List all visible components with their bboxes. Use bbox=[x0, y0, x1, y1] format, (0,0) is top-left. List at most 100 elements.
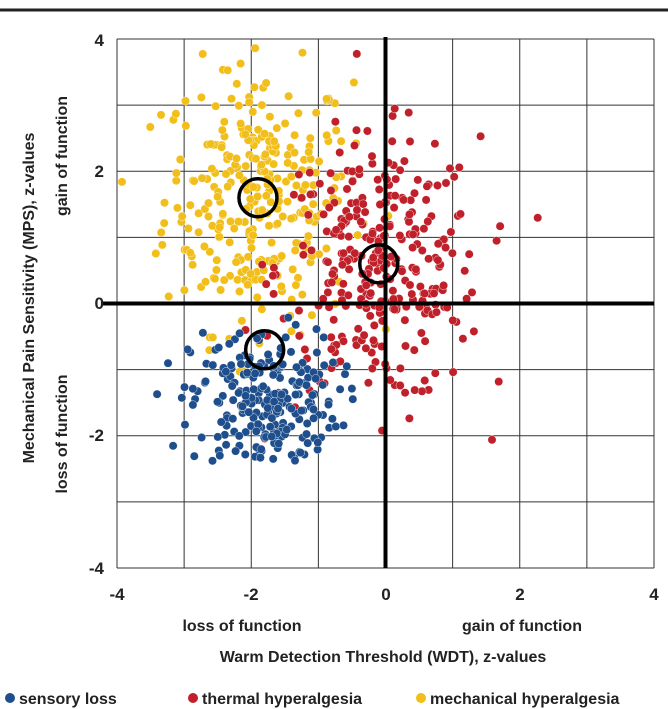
data-point-thermal-hyperalgesia bbox=[269, 289, 278, 299]
data-point-mechanical-hyperalgesia bbox=[276, 281, 286, 291]
data-point-mechanical-hyperalgesia bbox=[196, 93, 206, 102]
data-point-mechanical-hyperalgesia bbox=[207, 221, 217, 231]
data-point-thermal-hyperalgesia bbox=[294, 306, 304, 315]
data-point-sensory-loss bbox=[331, 422, 341, 431]
data-point-thermal-hyperalgesia bbox=[449, 172, 459, 182]
data-point-sensory-loss bbox=[282, 425, 292, 434]
data-point-thermal-hyperalgesia bbox=[445, 163, 455, 173]
data-point-mechanical-hyperalgesia bbox=[216, 285, 226, 295]
data-point-mechanical-hyperalgesia bbox=[223, 182, 233, 192]
data-point-thermal-hyperalgesia bbox=[354, 164, 364, 174]
data-point-sensory-loss bbox=[250, 369, 260, 378]
data-point-mechanical-hyperalgesia bbox=[248, 107, 258, 117]
data-point-thermal-hyperalgesia bbox=[400, 315, 410, 325]
data-point-mechanical-hyperalgesia bbox=[211, 101, 221, 111]
data-point-mechanical-hyperalgesia bbox=[194, 208, 204, 218]
data-point-mechanical-hyperalgesia bbox=[157, 240, 167, 250]
data-point-sensory-loss bbox=[180, 382, 189, 392]
data-point-mechanical-hyperalgesia bbox=[236, 59, 246, 68]
data-point-thermal-hyperalgesia bbox=[395, 231, 405, 241]
data-point-mechanical-hyperalgesia bbox=[300, 180, 310, 190]
data-point-mechanical-hyperalgesia bbox=[257, 205, 267, 215]
y-sub-label-bottom: loss of function bbox=[54, 374, 71, 493]
legend: sensory loss thermal hyperalgesia mechan… bbox=[5, 691, 620, 708]
data-point-mechanical-hyperalgesia bbox=[231, 257, 241, 267]
data-point-mechanical-hyperalgesia bbox=[223, 65, 233, 75]
data-point-thermal-hyperalgesia bbox=[323, 287, 333, 297]
data-point-sensory-loss bbox=[339, 420, 348, 430]
data-point-thermal-hyperalgesia bbox=[420, 289, 429, 298]
data-point-mechanical-hyperalgesia bbox=[288, 264, 298, 274]
data-point-mechanical-hyperalgesia bbox=[232, 154, 241, 163]
data-point-thermal-hyperalgesia bbox=[339, 336, 348, 346]
data-point-mechanical-hyperalgesia bbox=[181, 96, 190, 106]
data-point-thermal-hyperalgesia bbox=[306, 189, 315, 199]
data-point-thermal-hyperalgesia bbox=[432, 307, 441, 317]
data-point-mechanical-hyperalgesia bbox=[171, 176, 181, 186]
data-point-mechanical-hyperalgesia bbox=[260, 129, 269, 139]
data-point-mechanical-hyperalgesia bbox=[214, 232, 224, 242]
data-point-sensory-loss bbox=[241, 391, 251, 401]
data-point-mechanical-hyperalgesia bbox=[293, 108, 303, 118]
data-point-mechanical-hyperalgesia bbox=[217, 125, 227, 135]
data-point-thermal-hyperalgesia bbox=[356, 217, 366, 227]
data-point-thermal-hyperalgesia bbox=[352, 125, 361, 135]
data-point-mechanical-hyperalgesia bbox=[227, 94, 236, 104]
data-point-sensory-loss bbox=[347, 384, 357, 393]
y-tick-label: -2 bbox=[89, 426, 104, 445]
data-point-sensory-loss bbox=[242, 368, 252, 378]
data-point-thermal-hyperalgesia bbox=[448, 367, 458, 377]
data-point-sensory-loss bbox=[183, 344, 193, 354]
x-sub-label-left: loss of function bbox=[182, 618, 301, 635]
data-point-mechanical-hyperalgesia bbox=[205, 247, 215, 257]
data-point-mechanical-hyperalgesia bbox=[159, 218, 169, 228]
data-point-thermal-hyperalgesia bbox=[315, 179, 325, 189]
data-point-mechanical-hyperalgesia bbox=[290, 130, 299, 140]
data-point-mechanical-hyperalgesia bbox=[185, 200, 195, 210]
data-point-thermal-hyperalgesia bbox=[441, 178, 451, 188]
data-point-sensory-loss bbox=[218, 391, 228, 401]
data-point-thermal-hyperalgesia bbox=[454, 162, 464, 172]
data-point-mechanical-hyperalgesia bbox=[303, 231, 313, 241]
data-point-sensory-loss bbox=[273, 404, 283, 414]
data-point-sensory-loss bbox=[251, 426, 261, 436]
data-point-sensory-loss bbox=[221, 367, 231, 377]
data-point-sensory-loss bbox=[328, 358, 338, 367]
data-point-thermal-hyperalgesia bbox=[289, 190, 299, 200]
data-point-sensory-loss bbox=[208, 456, 217, 466]
data-point-thermal-hyperalgesia bbox=[405, 280, 415, 290]
data-point-thermal-hyperalgesia bbox=[294, 170, 304, 179]
data-point-thermal-hyperalgesia bbox=[326, 168, 335, 178]
data-point-mechanical-hyperalgesia bbox=[273, 219, 282, 229]
data-point-thermal-hyperalgesia bbox=[458, 334, 468, 344]
data-point-sensory-loss bbox=[297, 406, 306, 415]
data-point-mechanical-hyperalgesia bbox=[241, 161, 251, 171]
data-point-sensory-loss bbox=[307, 390, 317, 400]
data-point-sensory-loss bbox=[319, 360, 329, 370]
data-point-thermal-hyperalgesia bbox=[326, 344, 336, 354]
data-point-thermal-hyperalgesia bbox=[326, 332, 336, 342]
data-point-mechanical-hyperalgesia bbox=[213, 192, 223, 202]
data-point-mechanical-hyperalgesia bbox=[183, 224, 193, 233]
data-point-thermal-hyperalgesia bbox=[268, 271, 278, 281]
data-point-mechanical-hyperalgesia bbox=[175, 155, 185, 164]
data-point-mechanical-hyperalgesia bbox=[257, 100, 267, 110]
data-point-mechanical-hyperalgesia bbox=[194, 227, 204, 237]
y-tick-label: -4 bbox=[89, 559, 105, 578]
data-point-mechanical-hyperalgesia bbox=[185, 248, 195, 258]
data-point-thermal-hyperalgesia bbox=[409, 345, 419, 355]
data-point-thermal-hyperalgesia bbox=[358, 199, 368, 209]
data-point-thermal-hyperalgesia bbox=[352, 205, 362, 215]
data-point-thermal-hyperalgesia bbox=[350, 248, 360, 258]
data-point-thermal-hyperalgesia bbox=[337, 260, 347, 270]
data-point-mechanical-hyperalgesia bbox=[253, 192, 263, 201]
data-point-thermal-hyperalgesia bbox=[300, 345, 310, 354]
data-point-thermal-hyperalgesia bbox=[495, 221, 505, 231]
data-point-thermal-hyperalgesia bbox=[389, 305, 399, 314]
data-point-thermal-hyperalgesia bbox=[397, 266, 407, 276]
data-point-thermal-hyperalgesia bbox=[408, 243, 417, 253]
legend-marker-mechanical-hyperalgesia bbox=[416, 693, 426, 703]
data-point-thermal-hyperalgesia bbox=[408, 229, 418, 239]
data-point-thermal-hyperalgesia bbox=[405, 137, 415, 146]
data-point-thermal-hyperalgesia bbox=[269, 263, 279, 273]
